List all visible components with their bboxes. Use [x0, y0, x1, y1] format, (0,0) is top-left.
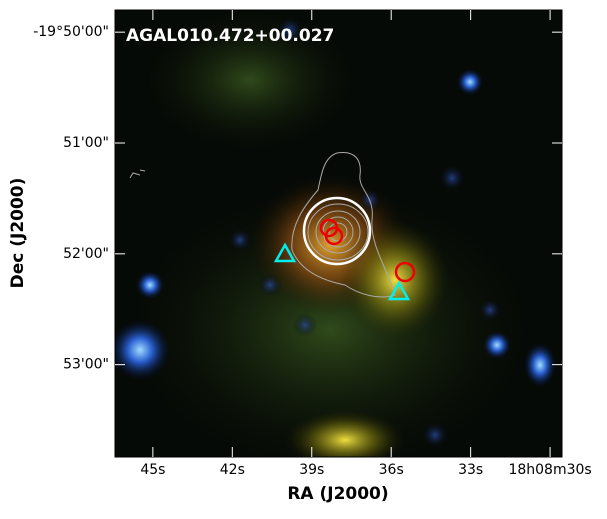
y-tick-label: 51'00" — [63, 135, 109, 151]
x-tick-label: 39s — [299, 462, 324, 478]
y-tick-label: 52'00" — [63, 246, 109, 262]
y-axis-label: Dec (J2000) — [8, 178, 28, 289]
contours — [129, 151, 396, 298]
x-tick-label: 36s — [379, 462, 404, 478]
x-tick-label: 18h08m30s — [508, 462, 591, 478]
sky-image — [115, 10, 562, 457]
x-tick-label: 42s — [220, 462, 245, 478]
annotation: AGAL010.472+00.027 — [126, 26, 334, 46]
x-tick-label: 33s — [458, 462, 483, 478]
markers — [273, 196, 416, 301]
y-tick-label: -19°50'00" — [33, 24, 109, 40]
y-tick-label: 53'00" — [63, 357, 109, 373]
plot-frame — [114, 9, 563, 458]
x-tick-label: 45s — [140, 462, 165, 478]
x-axis-label: RA (J2000) — [287, 484, 388, 504]
